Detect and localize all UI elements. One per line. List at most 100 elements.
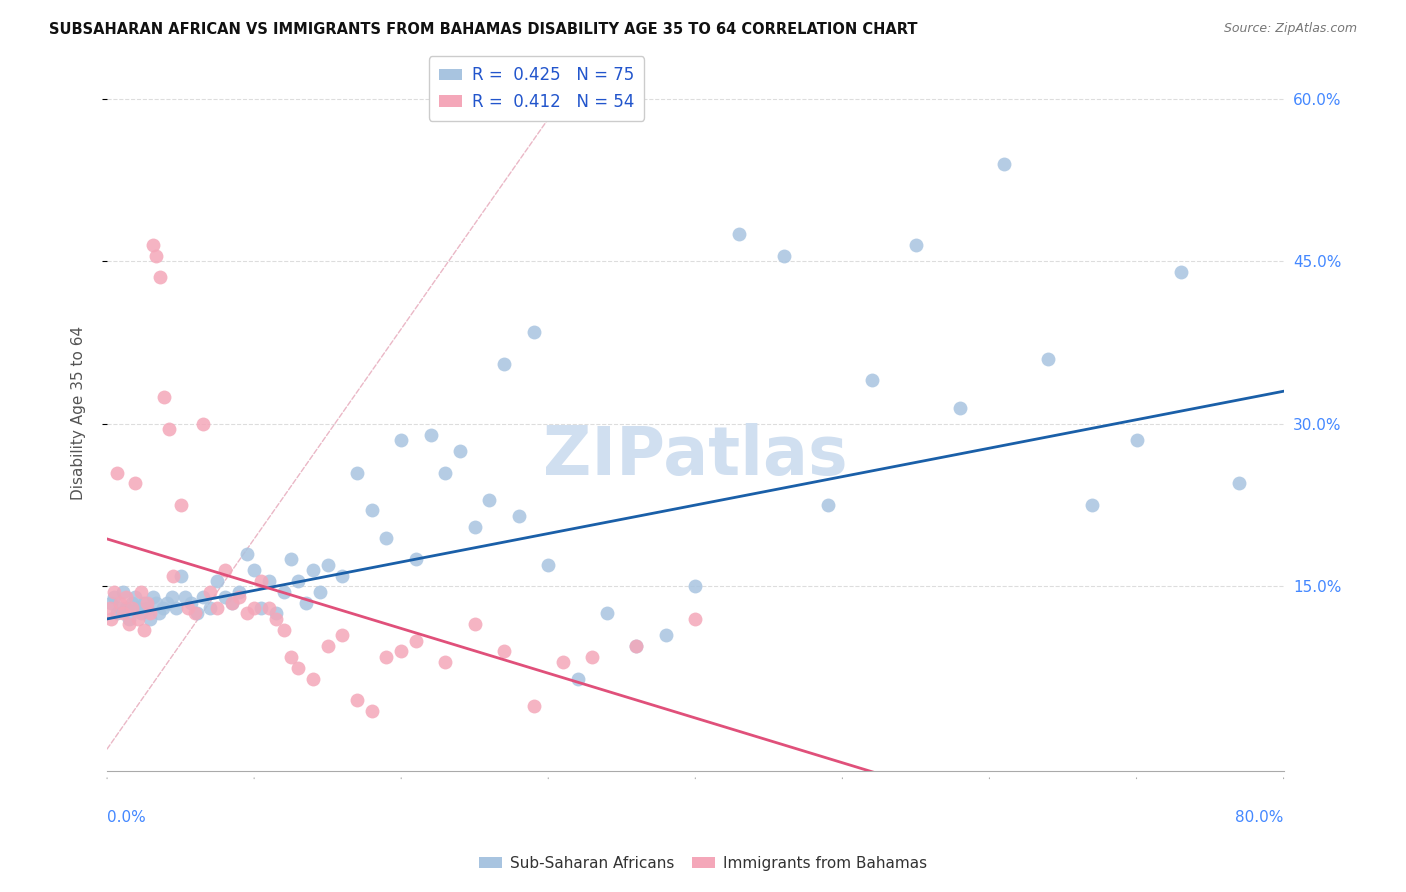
Point [685,579,707,593]
Point [522,325,544,339]
Point [149,270,172,285]
Point [375,649,398,664]
Point [132,623,155,637]
Point [904,238,927,252]
Text: SUBSAHARAN AFRICAN VS IMMIGRANTS FROM BAHAMAS DISABILITY AGE 35 TO 64 CORRELATIO: SUBSAHARAN AFRICAN VS IMMIGRANTS FROM BA… [49,22,918,37]
Point [214,563,236,577]
Point [419,427,441,442]
Point [1170,265,1192,279]
Point [1081,498,1104,512]
Point [198,601,221,615]
Point [581,649,603,664]
Text: Source: ZipAtlas.com: Source: ZipAtlas.com [1223,22,1357,36]
Point [100,612,122,626]
Point [332,568,354,582]
Point [250,601,273,615]
Point [280,649,302,664]
Point [160,591,183,605]
Point [264,607,287,621]
Point [287,574,309,588]
Point [236,547,259,561]
Point [655,628,678,642]
Point [112,607,135,621]
Point [207,574,229,588]
Point [949,401,972,415]
Point [236,607,259,621]
Point [142,591,165,605]
Point [118,612,141,626]
Point [148,607,170,621]
Point [142,238,165,252]
Point [228,584,250,599]
Point [145,249,167,263]
Point [103,591,125,605]
Point [302,563,325,577]
Point [567,672,589,686]
Point [103,584,125,599]
Point [389,433,412,447]
Point [375,531,398,545]
Point [273,623,295,637]
Point [98,601,121,615]
Point [214,591,236,605]
Point [250,574,273,588]
Legend: R =  0.425   N = 75, R =  0.412   N = 54: R = 0.425 N = 75, R = 0.412 N = 54 [429,56,644,120]
Point [121,596,143,610]
Point [221,596,243,610]
Point [184,607,207,621]
Point [389,644,412,658]
Point [685,612,707,626]
Point [494,357,516,371]
Point [152,601,174,615]
Point [728,227,751,241]
Point [1038,351,1060,366]
Point [508,508,530,523]
Point [817,498,839,512]
Point [449,443,471,458]
Point [360,704,382,718]
Point [280,552,302,566]
Point [100,596,122,610]
Point [537,558,560,572]
Point [551,655,574,669]
Point [626,639,648,653]
Point [1125,433,1147,447]
Point [115,601,138,615]
Point [118,617,141,632]
Point [332,628,354,642]
Point [115,591,138,605]
Point [127,601,149,615]
Point [264,612,287,626]
Point [138,607,160,621]
Point [207,601,229,615]
Point [243,601,266,615]
Point [464,617,486,632]
Point [129,584,152,599]
Point [626,639,648,653]
Point [157,422,180,436]
Point [243,563,266,577]
Point [478,492,501,507]
Point [105,466,128,480]
Point [273,584,295,599]
Point [596,607,619,621]
Point [138,612,160,626]
Point [228,591,250,605]
Point [129,607,152,621]
Point [121,601,143,615]
Point [124,591,146,605]
Point [177,601,200,615]
Point [112,584,135,599]
Text: ZIPatlas: ZIPatlas [543,423,848,489]
Point [124,476,146,491]
Point [360,503,382,517]
Point [127,612,149,626]
Y-axis label: Disability Age 35 to 64: Disability Age 35 to 64 [72,326,86,500]
Point [434,655,457,669]
Point [180,596,202,610]
Point [522,698,544,713]
Point [221,596,243,610]
Point [346,466,368,480]
Point [302,672,325,686]
Point [494,644,516,658]
